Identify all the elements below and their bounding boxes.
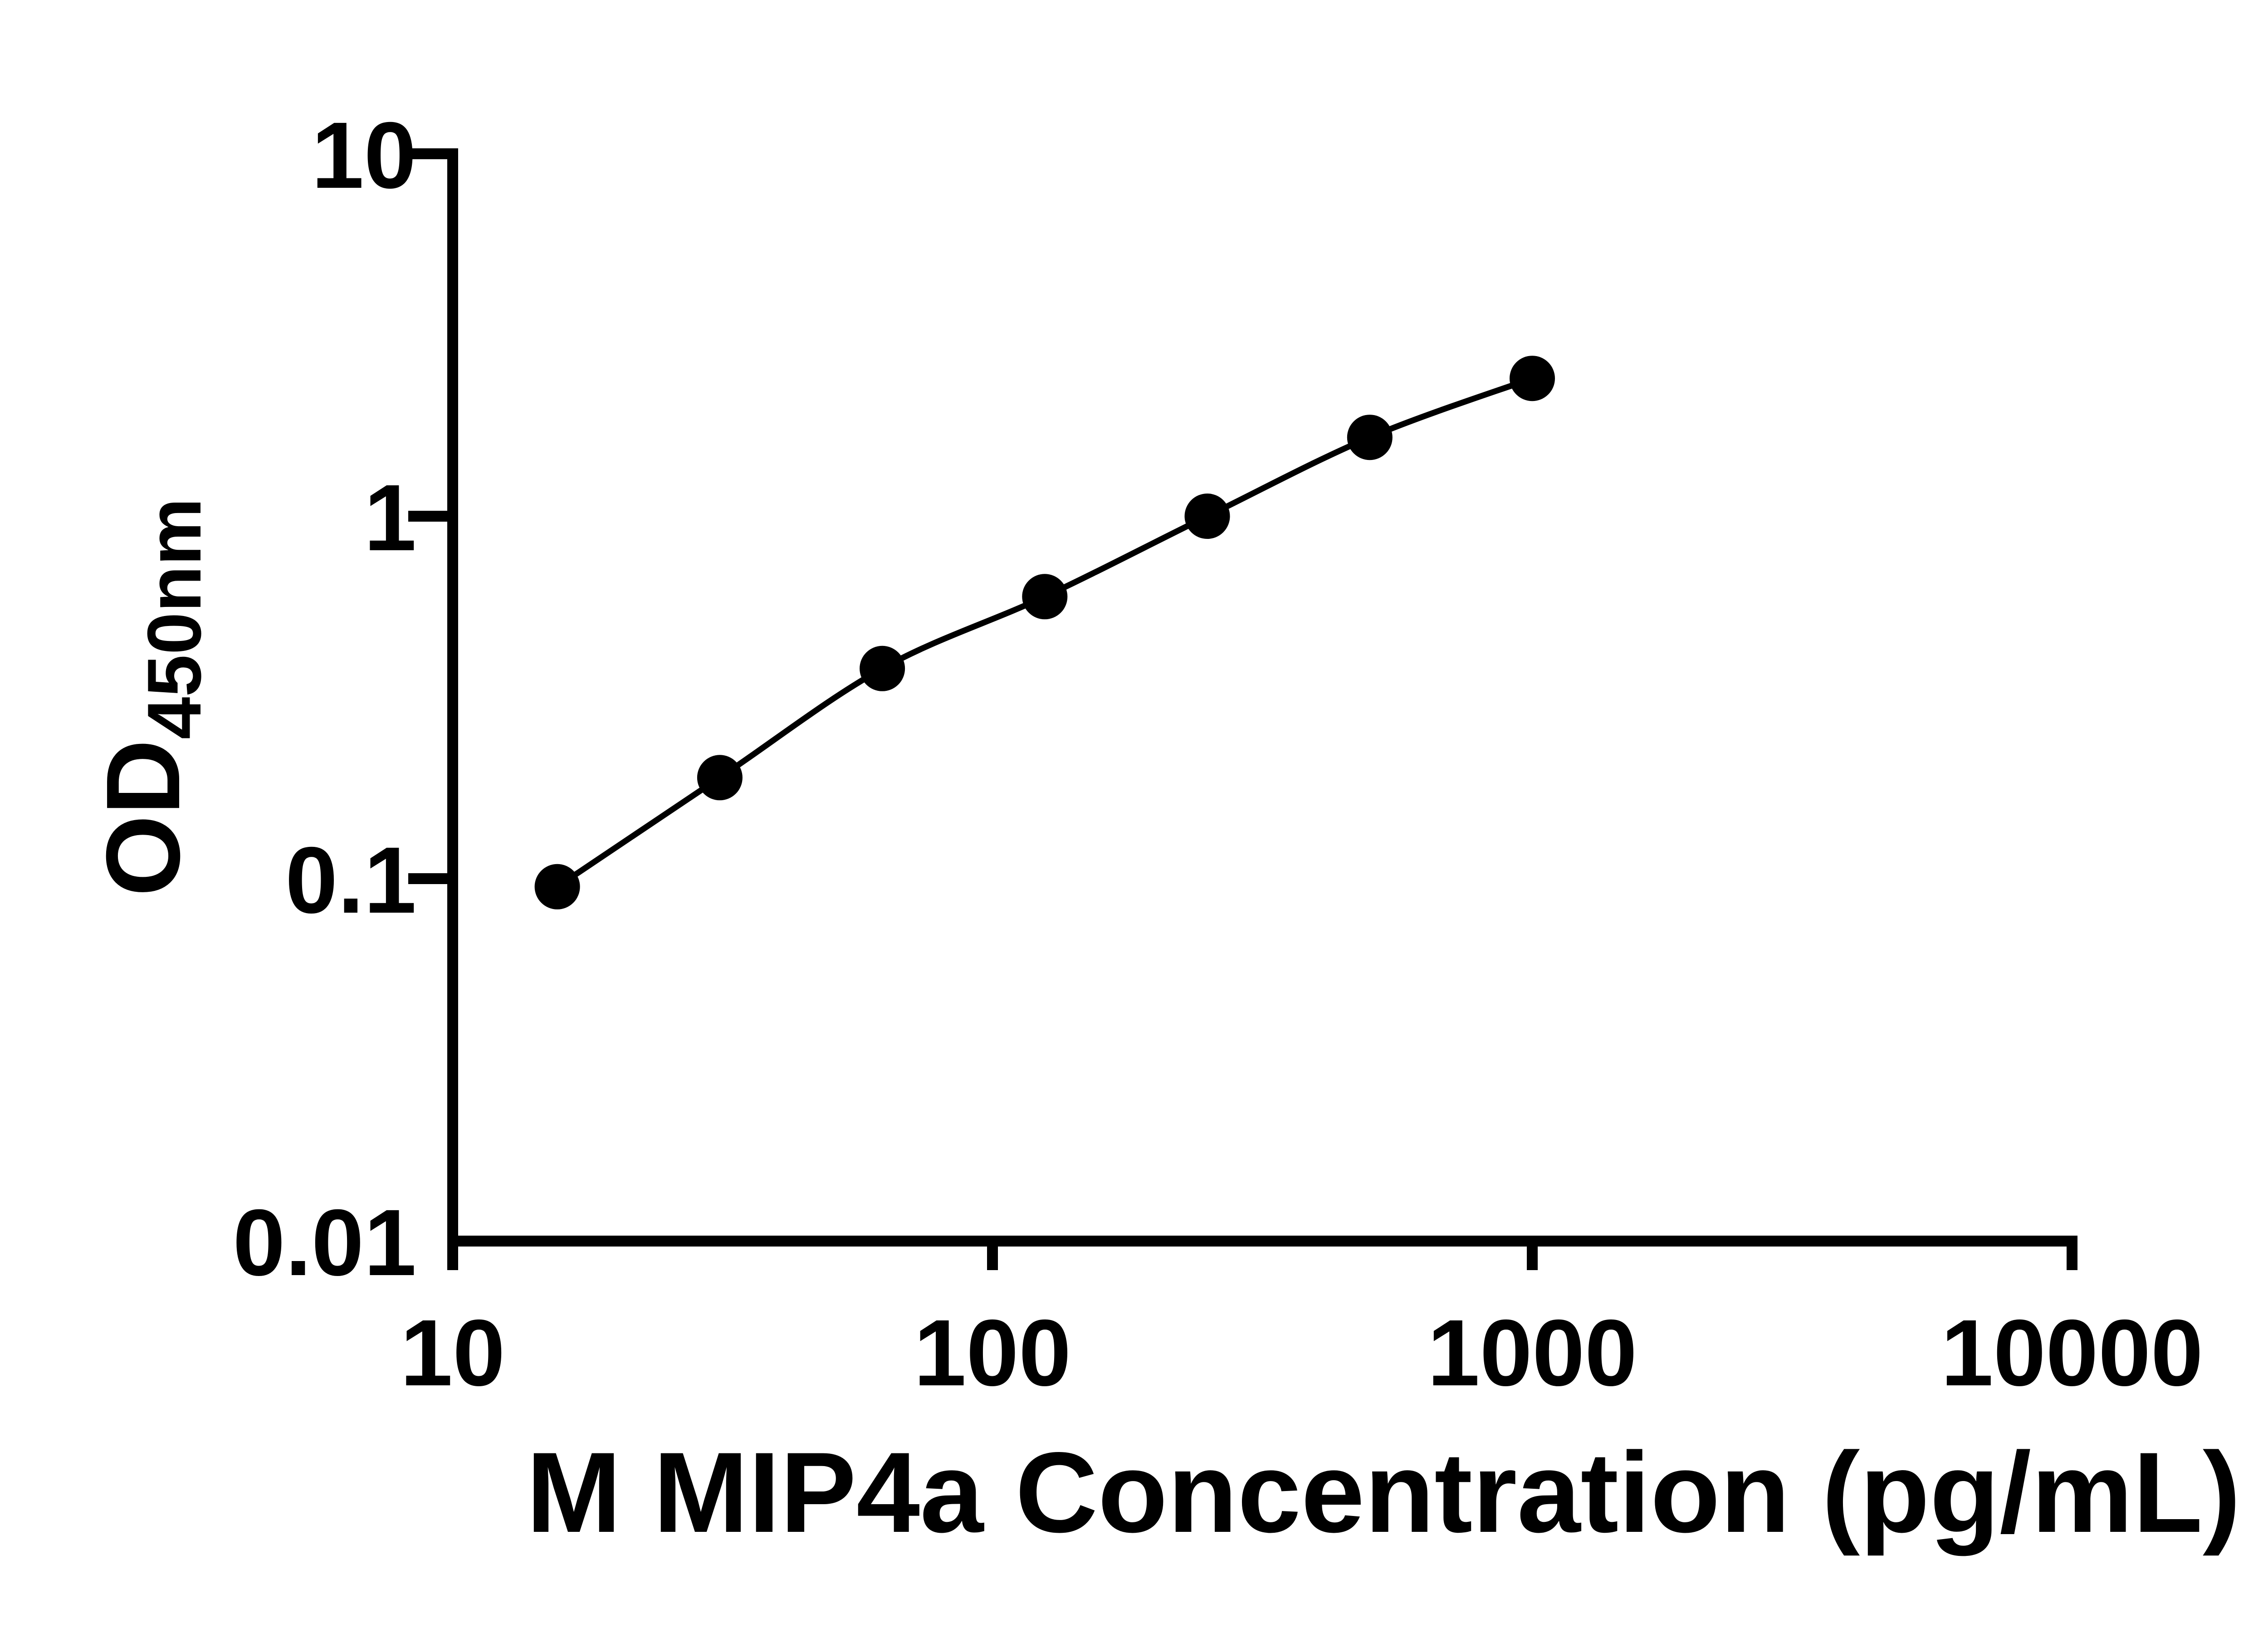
svg-text:10: 10 (312, 103, 416, 208)
svg-text:10000: 10000 (1941, 1301, 2203, 1406)
svg-text:0.1: 0.1 (285, 828, 416, 933)
svg-text:100: 100 (914, 1301, 1071, 1406)
svg-text:1: 1 (364, 465, 416, 571)
svg-text:1000: 1000 (1427, 1301, 1637, 1406)
svg-text:10: 10 (400, 1301, 505, 1406)
svg-text:0.01: 0.01 (233, 1190, 416, 1296)
svg-text:OD450nm: OD450nm (84, 498, 217, 897)
svg-text:M MIP4a Concentration (pg/mL): M MIP4a Concentration (pg/mL) (526, 1429, 2241, 1556)
